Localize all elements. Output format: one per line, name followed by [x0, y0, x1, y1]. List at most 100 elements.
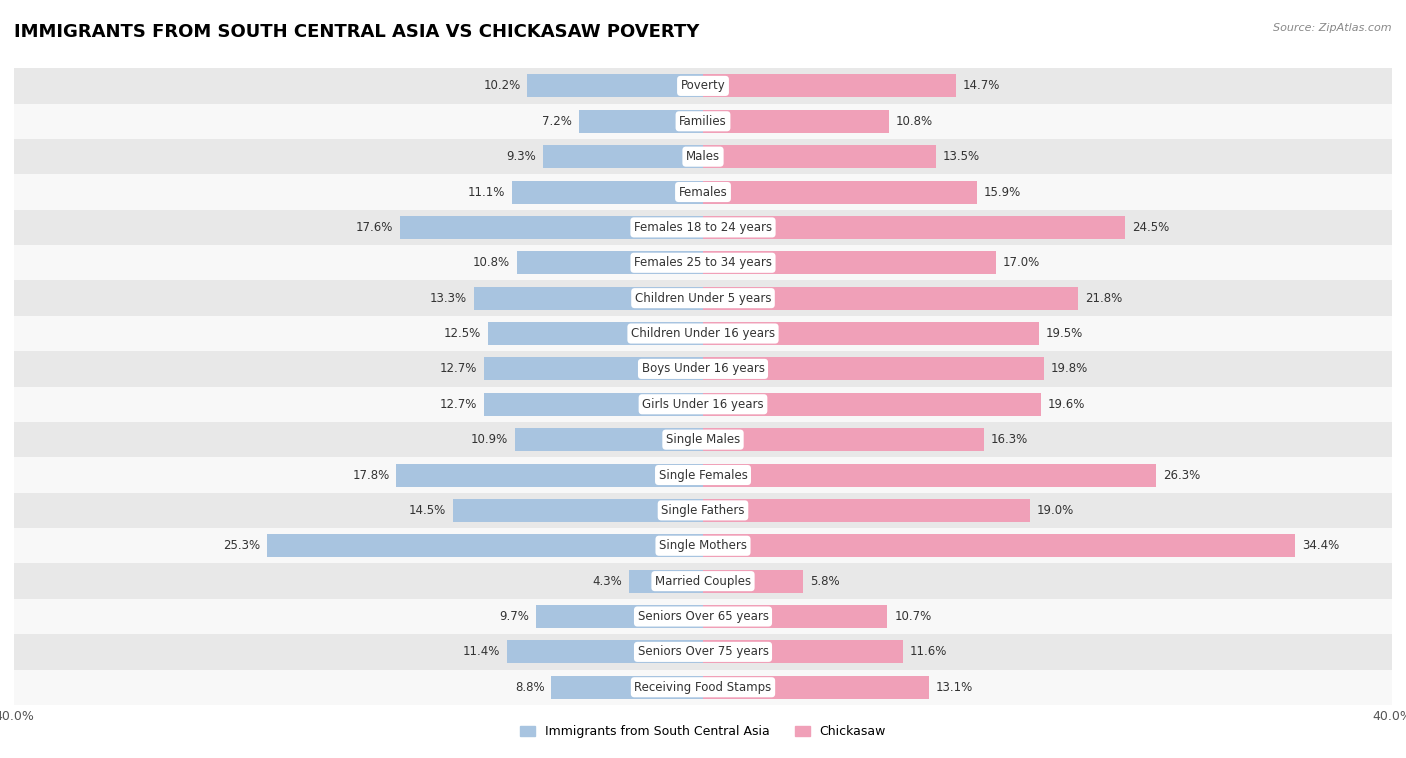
Bar — [14, 528, 1392, 563]
Bar — [703, 252, 995, 274]
Text: Females 25 to 34 years: Females 25 to 34 years — [634, 256, 772, 269]
Text: 19.8%: 19.8% — [1050, 362, 1088, 375]
Text: 7.2%: 7.2% — [543, 114, 572, 128]
Text: IMMIGRANTS FROM SOUTH CENTRAL ASIA VS CHICKASAW POVERTY: IMMIGRANTS FROM SOUTH CENTRAL ASIA VS CH… — [14, 23, 699, 41]
Bar — [14, 139, 1392, 174]
Text: 9.3%: 9.3% — [506, 150, 536, 163]
Bar — [703, 287, 1078, 310]
Bar — [267, 534, 703, 557]
Bar — [703, 322, 1039, 345]
Bar — [14, 351, 1392, 387]
Bar — [488, 322, 703, 345]
Text: 14.5%: 14.5% — [409, 504, 446, 517]
Bar — [474, 287, 703, 310]
Bar — [543, 145, 703, 168]
Bar — [14, 669, 1392, 705]
Text: Girls Under 16 years: Girls Under 16 years — [643, 398, 763, 411]
Legend: Immigrants from South Central Asia, Chickasaw: Immigrants from South Central Asia, Chic… — [515, 720, 891, 744]
Bar — [703, 570, 803, 593]
Bar — [396, 464, 703, 487]
Bar — [512, 180, 703, 204]
Text: Single Males: Single Males — [666, 433, 740, 446]
Bar — [14, 387, 1392, 422]
Bar — [703, 428, 984, 451]
Text: 11.1%: 11.1% — [468, 186, 505, 199]
Bar — [703, 74, 956, 97]
Text: 13.5%: 13.5% — [942, 150, 980, 163]
Bar — [515, 428, 703, 451]
Text: Single Fathers: Single Fathers — [661, 504, 745, 517]
Text: 12.5%: 12.5% — [443, 327, 481, 340]
Text: 8.8%: 8.8% — [515, 681, 544, 694]
Text: 21.8%: 21.8% — [1085, 292, 1122, 305]
Text: Seniors Over 65 years: Seniors Over 65 years — [637, 610, 769, 623]
Bar — [14, 634, 1392, 669]
Text: 17.6%: 17.6% — [356, 221, 392, 234]
Text: Children Under 5 years: Children Under 5 years — [634, 292, 772, 305]
Bar — [484, 393, 703, 415]
Bar — [14, 563, 1392, 599]
Text: 10.2%: 10.2% — [484, 80, 520, 92]
Bar — [703, 145, 935, 168]
Text: 17.8%: 17.8% — [353, 468, 389, 481]
Text: 15.9%: 15.9% — [984, 186, 1021, 199]
Bar — [14, 457, 1392, 493]
Bar — [628, 570, 703, 593]
Bar — [399, 216, 703, 239]
Text: 9.7%: 9.7% — [499, 610, 529, 623]
Text: 13.3%: 13.3% — [430, 292, 467, 305]
Text: 26.3%: 26.3% — [1163, 468, 1201, 481]
Text: Children Under 16 years: Children Under 16 years — [631, 327, 775, 340]
Bar — [579, 110, 703, 133]
Text: Single Females: Single Females — [658, 468, 748, 481]
Bar — [703, 499, 1031, 522]
Text: 34.4%: 34.4% — [1302, 539, 1340, 553]
Text: 14.7%: 14.7% — [963, 80, 1001, 92]
Text: Families: Families — [679, 114, 727, 128]
Bar — [703, 605, 887, 628]
Text: Receiving Food Stamps: Receiving Food Stamps — [634, 681, 772, 694]
Bar — [703, 216, 1125, 239]
Text: 10.8%: 10.8% — [896, 114, 934, 128]
Bar — [703, 464, 1156, 487]
Text: Seniors Over 75 years: Seniors Over 75 years — [637, 645, 769, 659]
Bar — [703, 641, 903, 663]
Text: 4.3%: 4.3% — [592, 575, 621, 587]
Text: Poverty: Poverty — [681, 80, 725, 92]
Text: Females: Females — [679, 186, 727, 199]
Text: 19.6%: 19.6% — [1047, 398, 1085, 411]
Bar — [551, 676, 703, 699]
Bar — [527, 74, 703, 97]
Bar — [14, 599, 1392, 634]
Text: 10.7%: 10.7% — [894, 610, 931, 623]
Text: 10.9%: 10.9% — [471, 433, 509, 446]
Bar — [14, 422, 1392, 457]
Bar — [703, 534, 1295, 557]
Text: 12.7%: 12.7% — [440, 398, 478, 411]
Bar — [14, 316, 1392, 351]
Text: 11.6%: 11.6% — [910, 645, 948, 659]
Text: Males: Males — [686, 150, 720, 163]
Bar — [14, 174, 1392, 210]
Text: Boys Under 16 years: Boys Under 16 years — [641, 362, 765, 375]
Text: 24.5%: 24.5% — [1132, 221, 1170, 234]
Bar — [703, 676, 928, 699]
Text: 12.7%: 12.7% — [440, 362, 478, 375]
Text: 17.0%: 17.0% — [1002, 256, 1040, 269]
Text: Single Mothers: Single Mothers — [659, 539, 747, 553]
Text: 16.3%: 16.3% — [991, 433, 1028, 446]
Bar — [14, 104, 1392, 139]
Bar — [14, 280, 1392, 316]
Bar — [703, 393, 1040, 415]
Text: 10.8%: 10.8% — [472, 256, 510, 269]
Text: Source: ZipAtlas.com: Source: ZipAtlas.com — [1274, 23, 1392, 33]
Bar — [506, 641, 703, 663]
Text: Married Couples: Married Couples — [655, 575, 751, 587]
Bar — [14, 210, 1392, 245]
Bar — [703, 110, 889, 133]
Bar — [14, 493, 1392, 528]
Bar — [703, 180, 977, 204]
Text: 5.8%: 5.8% — [810, 575, 839, 587]
Bar — [14, 245, 1392, 280]
Text: 19.5%: 19.5% — [1046, 327, 1083, 340]
